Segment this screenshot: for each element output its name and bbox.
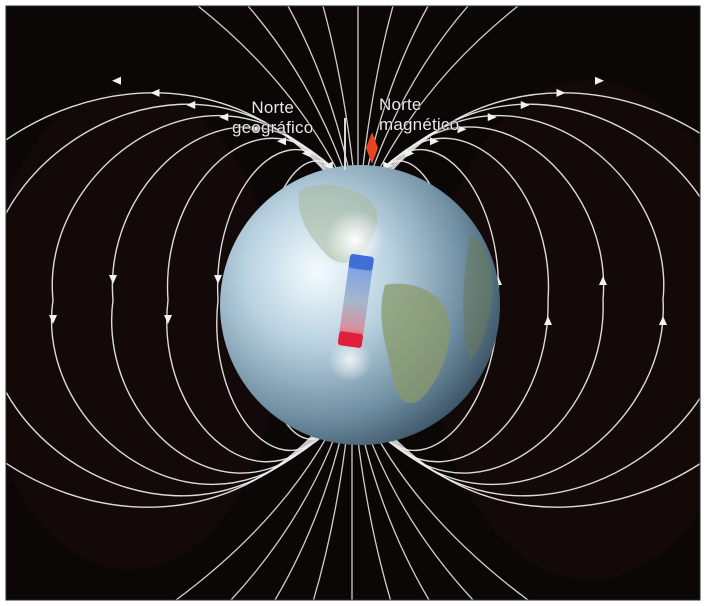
south-pole-glow — [328, 338, 372, 382]
south-america-shape — [381, 283, 450, 404]
right-halo — [430, 80, 700, 580]
field-line-right-7 — [351, 92, 700, 508]
field-line-left-6 — [6, 103, 359, 497]
magnetic-north-line2: magnético — [379, 115, 460, 134]
arrow-left-2 — [214, 275, 222, 284]
field-line-left-2 — [216, 148, 359, 452]
magnet-south-pole — [337, 331, 363, 348]
arrow-top-left-7 — [112, 76, 121, 85]
magnet-north-pole — [348, 254, 374, 271]
field-line-right-4 — [351, 126, 605, 474]
frame-border — [5, 5, 701, 601]
geographic-north-label: Norte geográfico — [232, 98, 313, 138]
red-diamond-pointer-icon — [366, 132, 378, 164]
arrow-left-4 — [109, 275, 117, 284]
geographic-north-line1: Norte — [251, 98, 294, 117]
magnetic-north-line1: Norte — [379, 95, 422, 114]
arrow-right-3 — [544, 316, 552, 325]
field-line-left-5 — [50, 114, 359, 486]
field-line-left-3 — [166, 137, 359, 463]
arrow-right-5 — [659, 316, 667, 325]
north-pole-glow — [325, 210, 385, 270]
magnetic-north-label: Norte magnético — [379, 95, 459, 135]
bar-magnet-body — [337, 254, 374, 348]
left-halo — [6, 90, 280, 570]
arrow-left-3 — [164, 315, 172, 324]
field-line-left-4 — [110, 126, 359, 474]
arrow-left-5 — [49, 315, 57, 324]
arrow-top-right-7 — [595, 76, 604, 85]
geographic-north-line2: geográfico — [232, 118, 314, 137]
arrow-right-4 — [599, 276, 607, 285]
field-line-left-7 — [6, 92, 359, 508]
arrow-top-left-5 — [186, 101, 196, 109]
field-line-right-5 — [351, 114, 665, 486]
africa-shape — [463, 235, 493, 360]
earth — [220, 165, 500, 445]
field-line-right-6 — [351, 103, 700, 497]
bar-magnet — [337, 254, 374, 348]
field-line-right-3 — [351, 137, 550, 463]
arrow-top-right-5 — [520, 101, 530, 109]
